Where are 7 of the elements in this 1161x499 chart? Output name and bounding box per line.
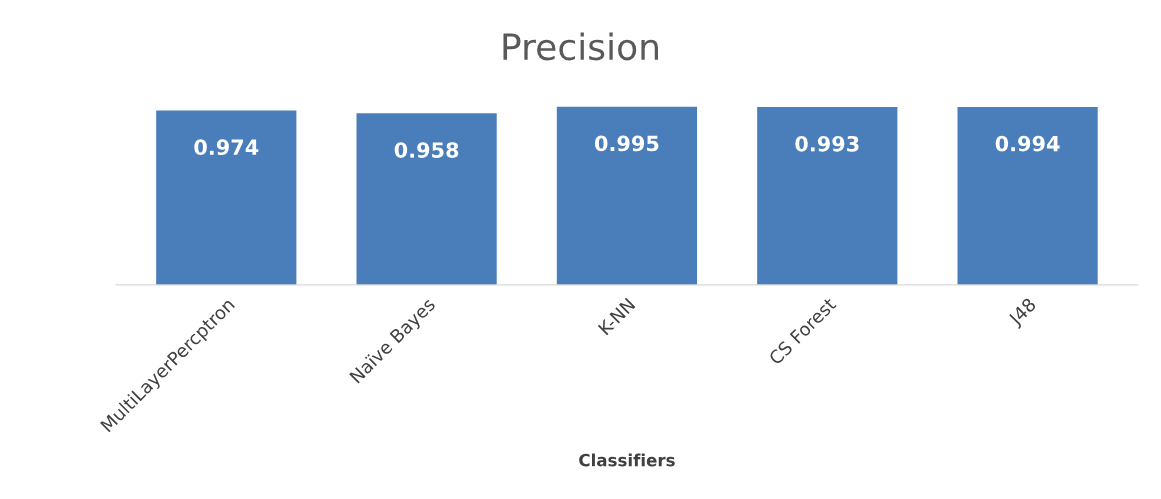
data-label: 0.958 [394,142,459,158]
data-label: 0.974 [194,139,259,156]
chart-title: Precision [503,32,658,61]
data-label: 0.995 [594,135,659,152]
x-axis-title: Classifiers [579,453,675,467]
data-label: 0.993 [795,135,859,152]
data-label: 0.994 [995,135,1060,152]
